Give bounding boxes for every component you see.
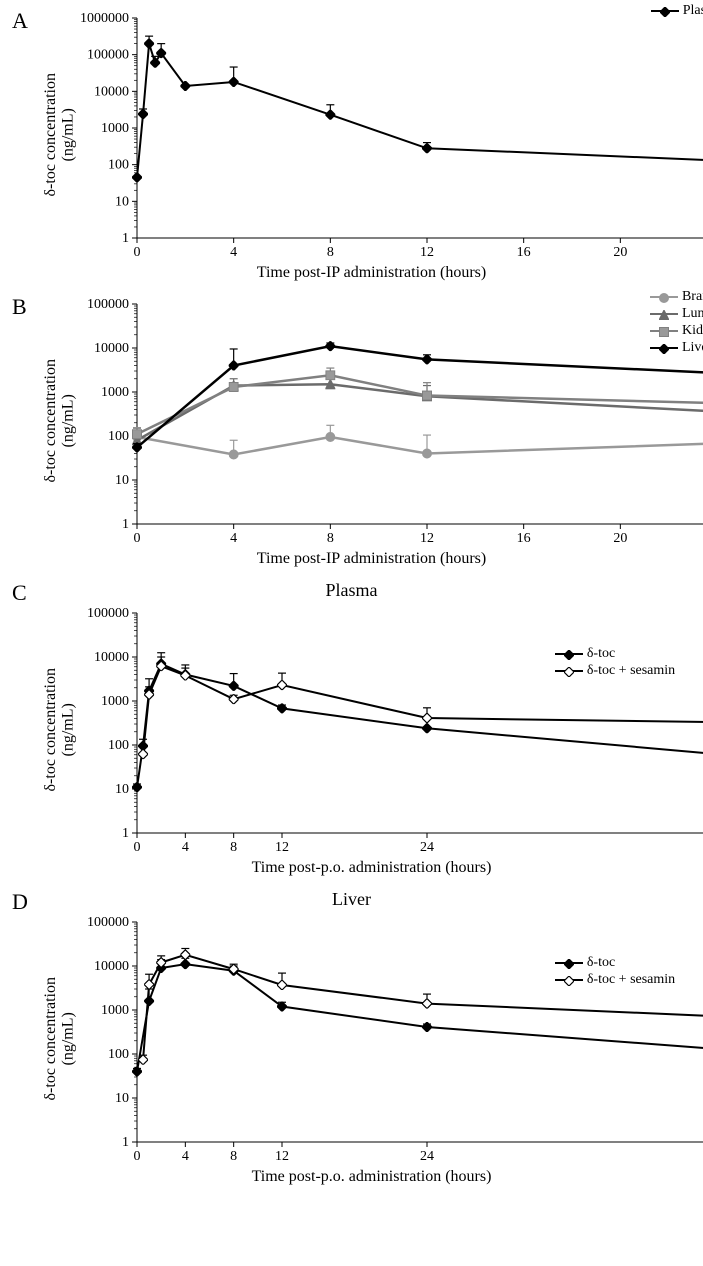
svg-text:12: 12 [275, 840, 289, 855]
svg-text:1000: 1000 [101, 385, 129, 400]
panel-letter-B: B [12, 294, 27, 320]
svg-text:4: 4 [182, 840, 189, 855]
panel-letter-D: D [12, 889, 28, 915]
x-axis-label-A: Time post-IP administration (hours) [48, 264, 695, 282]
legend-item: Lung [650, 305, 703, 322]
panel-D: D Liver δ-toc concentration (ng/mL) 1 10 1… [8, 889, 695, 1186]
legend-D: δ-toc δ-toc + sesamin [555, 954, 675, 988]
panel-letter-A: A [12, 8, 28, 34]
panel-A: A δ-toc concentration (ng/mL) 1 10 100 1000… [8, 8, 695, 282]
svg-text:100: 100 [108, 738, 129, 753]
panel-letter-C: C [12, 580, 27, 606]
legend-B: Brain Lung Kidney Liver [650, 288, 703, 356]
x-axis-label-D: Time post-p.o. administration (hours) [48, 1168, 695, 1186]
legend-label: Liver [682, 340, 703, 356]
svg-text:0: 0 [134, 531, 141, 546]
panel-C: C Plasma δ-toc concentration (ng/mL) 1 10… [8, 580, 695, 877]
svg-text:12: 12 [275, 1149, 289, 1164]
y-axis-label-A: δ-toc concentration (ng/mL) [42, 73, 77, 196]
svg-text:24: 24 [420, 1149, 434, 1164]
svg-text:16: 16 [517, 531, 531, 546]
svg-text:10000: 10000 [94, 959, 129, 974]
legend-label: Plasma [683, 3, 703, 19]
svg-text:0: 0 [134, 1149, 141, 1164]
legend-item: Liver [650, 339, 703, 356]
legend-item: Plasma [651, 2, 703, 19]
legend-label: Kidney [682, 323, 703, 339]
chart-svg-A: 110100100010000100000100000004812162024 [81, 8, 703, 262]
svg-text:1: 1 [122, 517, 129, 532]
svg-text:8: 8 [327, 245, 334, 260]
legend-item: δ-toc + sesamin [555, 662, 675, 679]
chart-title-C: Plasma [8, 580, 695, 601]
svg-text:12: 12 [420, 245, 434, 260]
svg-text:1000000: 1000000 [81, 11, 129, 26]
svg-text:8: 8 [230, 840, 237, 855]
x-axis-label-C: Time post-p.o. administration (hours) [48, 859, 695, 877]
panel-B: B δ-toc concentration (ng/mL) 1 10 100 1000… [8, 294, 695, 568]
svg-text:16: 16 [517, 245, 531, 260]
y-axis-label-C: δ-toc concentration (ng/mL) [42, 668, 77, 791]
legend-label: δ-toc [587, 646, 615, 662]
svg-text:1000: 1000 [101, 1003, 129, 1018]
legend-label: Lung [682, 306, 703, 322]
x-axis-label-B: Time post-IP administration (hours) [48, 550, 695, 568]
chart-svg-D: 110100100010000100000048122448 [81, 912, 703, 1166]
svg-text:1000: 1000 [101, 121, 129, 136]
svg-text:20: 20 [614, 531, 628, 546]
y-axis-label-D: δ-toc concentration (ng/mL) [42, 977, 77, 1100]
y-axis-label-B: δ-toc concentration (ng/mL) [42, 359, 77, 482]
legend-item: δ-toc [555, 645, 675, 662]
svg-text:10000: 10000 [94, 84, 129, 99]
svg-text:1: 1 [122, 1135, 129, 1150]
legend-C: δ-toc δ-toc + sesamin [555, 645, 675, 679]
svg-text:0: 0 [134, 840, 141, 855]
legend-label: Brain [682, 289, 703, 305]
chart-svg-B: 11010010001000010000004812162024 [81, 294, 703, 548]
svg-text:100000: 100000 [87, 915, 129, 930]
svg-text:100: 100 [108, 1047, 129, 1062]
svg-text:0: 0 [134, 245, 141, 260]
legend-label: δ-toc + sesamin [587, 663, 675, 679]
svg-text:10: 10 [115, 194, 129, 209]
svg-text:12: 12 [420, 531, 434, 546]
svg-text:100: 100 [108, 158, 129, 173]
legend-label: δ-toc + sesamin [587, 972, 675, 988]
svg-text:8: 8 [230, 1149, 237, 1164]
svg-text:10000: 10000 [94, 650, 129, 665]
svg-text:10: 10 [115, 473, 129, 488]
svg-text:8: 8 [327, 531, 334, 546]
svg-text:24: 24 [420, 840, 434, 855]
svg-text:1: 1 [122, 231, 129, 246]
legend-item: Brain [650, 288, 703, 305]
svg-text:1000: 1000 [101, 694, 129, 709]
legend-label: δ-toc [587, 955, 615, 971]
svg-text:4: 4 [230, 531, 237, 546]
chart-svg-C: 110100100010000100000048122448 [81, 603, 703, 857]
svg-text:4: 4 [182, 1149, 189, 1164]
svg-text:100000: 100000 [87, 606, 129, 621]
svg-text:20: 20 [614, 245, 628, 260]
svg-text:4: 4 [230, 245, 237, 260]
legend-item: δ-toc + sesamin [555, 971, 675, 988]
chart-title-D: Liver [8, 889, 695, 910]
svg-text:100000: 100000 [87, 48, 129, 63]
svg-text:1: 1 [122, 826, 129, 841]
svg-text:100000: 100000 [87, 297, 129, 312]
legend-item: δ-toc [555, 954, 675, 971]
legend-item: Kidney [650, 322, 703, 339]
svg-text:100: 100 [108, 429, 129, 444]
svg-text:10: 10 [115, 782, 129, 797]
svg-text:10000: 10000 [94, 341, 129, 356]
svg-text:10: 10 [115, 1091, 129, 1106]
legend-A: Plasma [651, 2, 703, 19]
